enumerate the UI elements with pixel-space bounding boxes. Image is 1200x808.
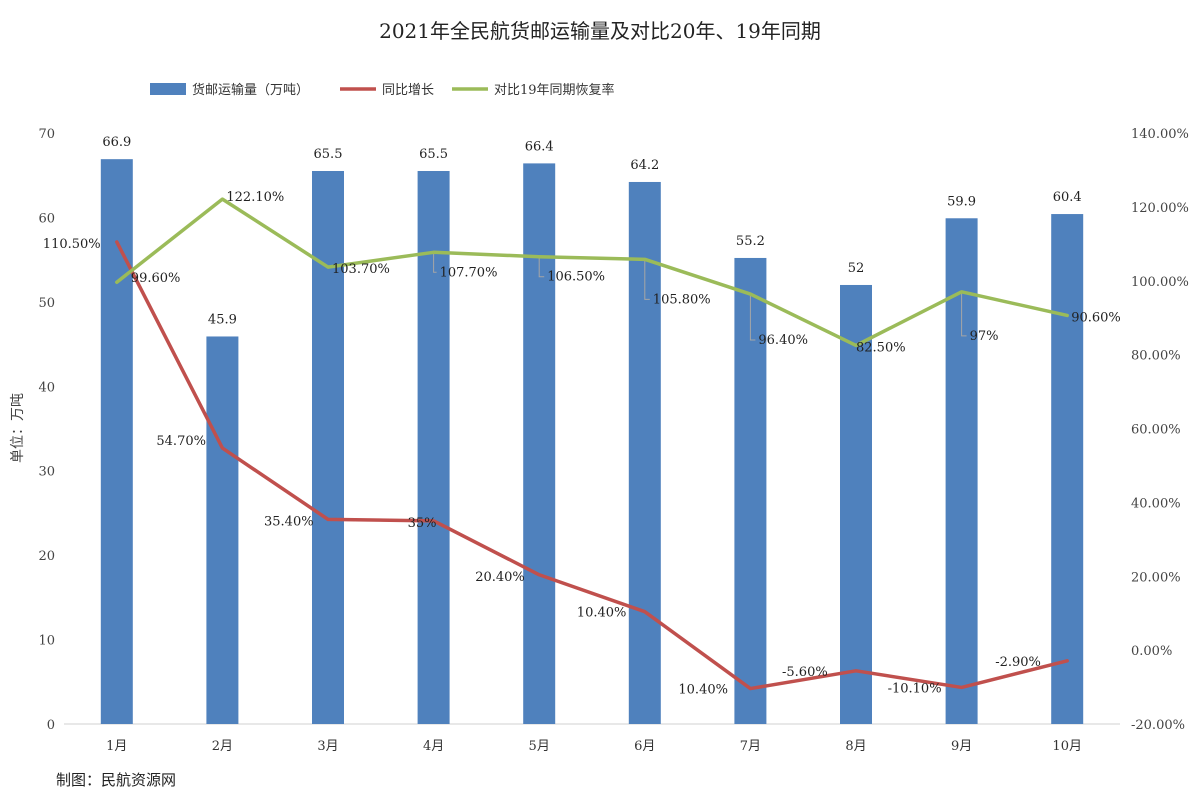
recovery-data-label: 105.80% (653, 292, 711, 307)
recovery-data-label: 99.60% (131, 271, 181, 286)
recovery-data-label: 82.50% (856, 340, 906, 355)
bar-data-label: 45.9 (208, 312, 237, 327)
bar (312, 170, 344, 724)
bar-data-label: 66.9 (102, 135, 131, 150)
legend-swatch-freight (150, 83, 186, 95)
x-tick-label: 8月 (845, 739, 866, 754)
yoy-data-label: -2.90% (995, 655, 1041, 670)
footer-credit: 制图：民航资源网 (56, 771, 176, 789)
yoy-data-label: -5.60% (782, 665, 828, 680)
recovery-data-label: 107.70% (440, 265, 498, 280)
y-tick-label: 0 (47, 718, 55, 733)
recovery-data-label: 103.70% (332, 262, 390, 277)
chart-title: 2021年全民航货邮运输量及对比20年、19年同期 (379, 19, 821, 43)
leader-line (749, 294, 756, 341)
leader-line (433, 252, 437, 273)
bar (100, 159, 133, 724)
y-tick-label: 70 (38, 127, 55, 142)
y2-axis-ticks: -20.00% 0.00% 20.00% 40.00% 60.00% 80.00% 100.… (1131, 127, 1189, 733)
bar-series (100, 159, 1084, 724)
x-tick-label: 1月 (106, 739, 127, 754)
x-tick-label: 10月 (1052, 739, 1082, 754)
bar (206, 336, 239, 724)
bar (840, 284, 872, 724)
leader-line (961, 291, 967, 337)
bar-data-label: 65.5 (419, 147, 448, 162)
legend-label-freight: 货邮运输量（万吨） (192, 82, 309, 98)
bar-data-label: 66.4 (525, 139, 554, 154)
x-axis-ticks: 1月 2月 3月 4月 5月 6月 7月 8月 9月 10月 (106, 739, 1082, 754)
bar-data-label: 52 (848, 261, 865, 276)
recovery-data-label: 97% (970, 329, 999, 344)
x-tick-label: 7月 (740, 739, 761, 754)
y-axis-ticks: 0 10 20 30 40 50 60 70 (38, 127, 55, 733)
y2-tick-label: 120.00% (1131, 201, 1189, 216)
bar-data-label: 55.2 (736, 234, 765, 249)
line-series (115, 197, 1069, 691)
bar (523, 163, 556, 724)
y-tick-label: 10 (38, 634, 55, 649)
bar-data-label: 64.2 (630, 158, 659, 173)
y-tick-label: 30 (38, 465, 55, 480)
y2-tick-label: 80.00% (1131, 349, 1181, 364)
yoy-data-label: 35% (408, 516, 437, 531)
x-tick-label: 5月 (529, 739, 550, 754)
bar (1051, 214, 1084, 724)
y-tick-label: 20 (38, 549, 55, 564)
legend-label-yoy: 同比增长 (382, 83, 434, 98)
x-tick-label: 2月 (212, 739, 233, 754)
bar-labels: 66.9 45.9 65.5 65.5 66.4 64.2 55.2 52 59.9 60.4 (102, 135, 1081, 327)
y-tick-label: 50 (38, 296, 55, 311)
recovery-data-label: 122.10% (226, 190, 284, 205)
yoy-data-label: 35.40% (264, 514, 314, 529)
yoy-data-label: 10.40% (678, 683, 728, 698)
x-tick-label: 6月 (634, 739, 655, 754)
y-axis-label: 单位：万吨 (10, 393, 26, 463)
yoy-data-label: 10.40% (577, 606, 627, 621)
x-tick-label: 3月 (317, 739, 338, 754)
leader-lines (433, 252, 967, 341)
bar-data-label: 60.4 (1053, 190, 1082, 205)
y2-tick-label: 140.00% (1131, 127, 1189, 142)
x-tick-label: 9月 (951, 739, 972, 754)
legend: 货邮运输量（万吨） 同比增长 对比19年同期恢复率 (150, 82, 615, 98)
yoy-data-label: 54.70% (156, 434, 206, 449)
yoy-data-label: 20.40% (475, 570, 525, 585)
recovery-data-label: 96.40% (758, 333, 808, 348)
yoy-data-label: -10.10% (888, 681, 942, 696)
recovery-data-label: 90.60% (1071, 310, 1121, 325)
y2-tick-label: 40.00% (1131, 496, 1181, 511)
y2-tick-label: 60.00% (1131, 423, 1181, 438)
y-tick-label: 40 (38, 380, 55, 395)
yoy-data-label: 110.50% (43, 237, 101, 252)
percent-labels: 110.50% 54.70% 35.40% 35% 20.40% 10.40% 10.40%… (43, 190, 1121, 697)
y2-tick-label: 20.00% (1131, 570, 1181, 585)
y2-tick-label: -20.00% (1131, 718, 1185, 733)
y2-tick-label: 100.00% (1131, 275, 1189, 290)
bar-data-label: 65.5 (314, 147, 343, 162)
yoy-growth-line (115, 240, 1069, 691)
leader-line (538, 256, 545, 278)
recovery-rate-line (115, 197, 1069, 348)
bar-data-label: 59.9 (947, 194, 976, 209)
y-tick-label: 60 (38, 211, 55, 226)
y2-tick-label: 0.00% (1131, 644, 1172, 659)
recovery-data-label: 106.50% (547, 270, 605, 285)
leader-line (644, 259, 650, 300)
x-tick-label: 4月 (423, 739, 444, 754)
legend-label-recovery: 对比19年同期恢复率 (494, 82, 615, 98)
